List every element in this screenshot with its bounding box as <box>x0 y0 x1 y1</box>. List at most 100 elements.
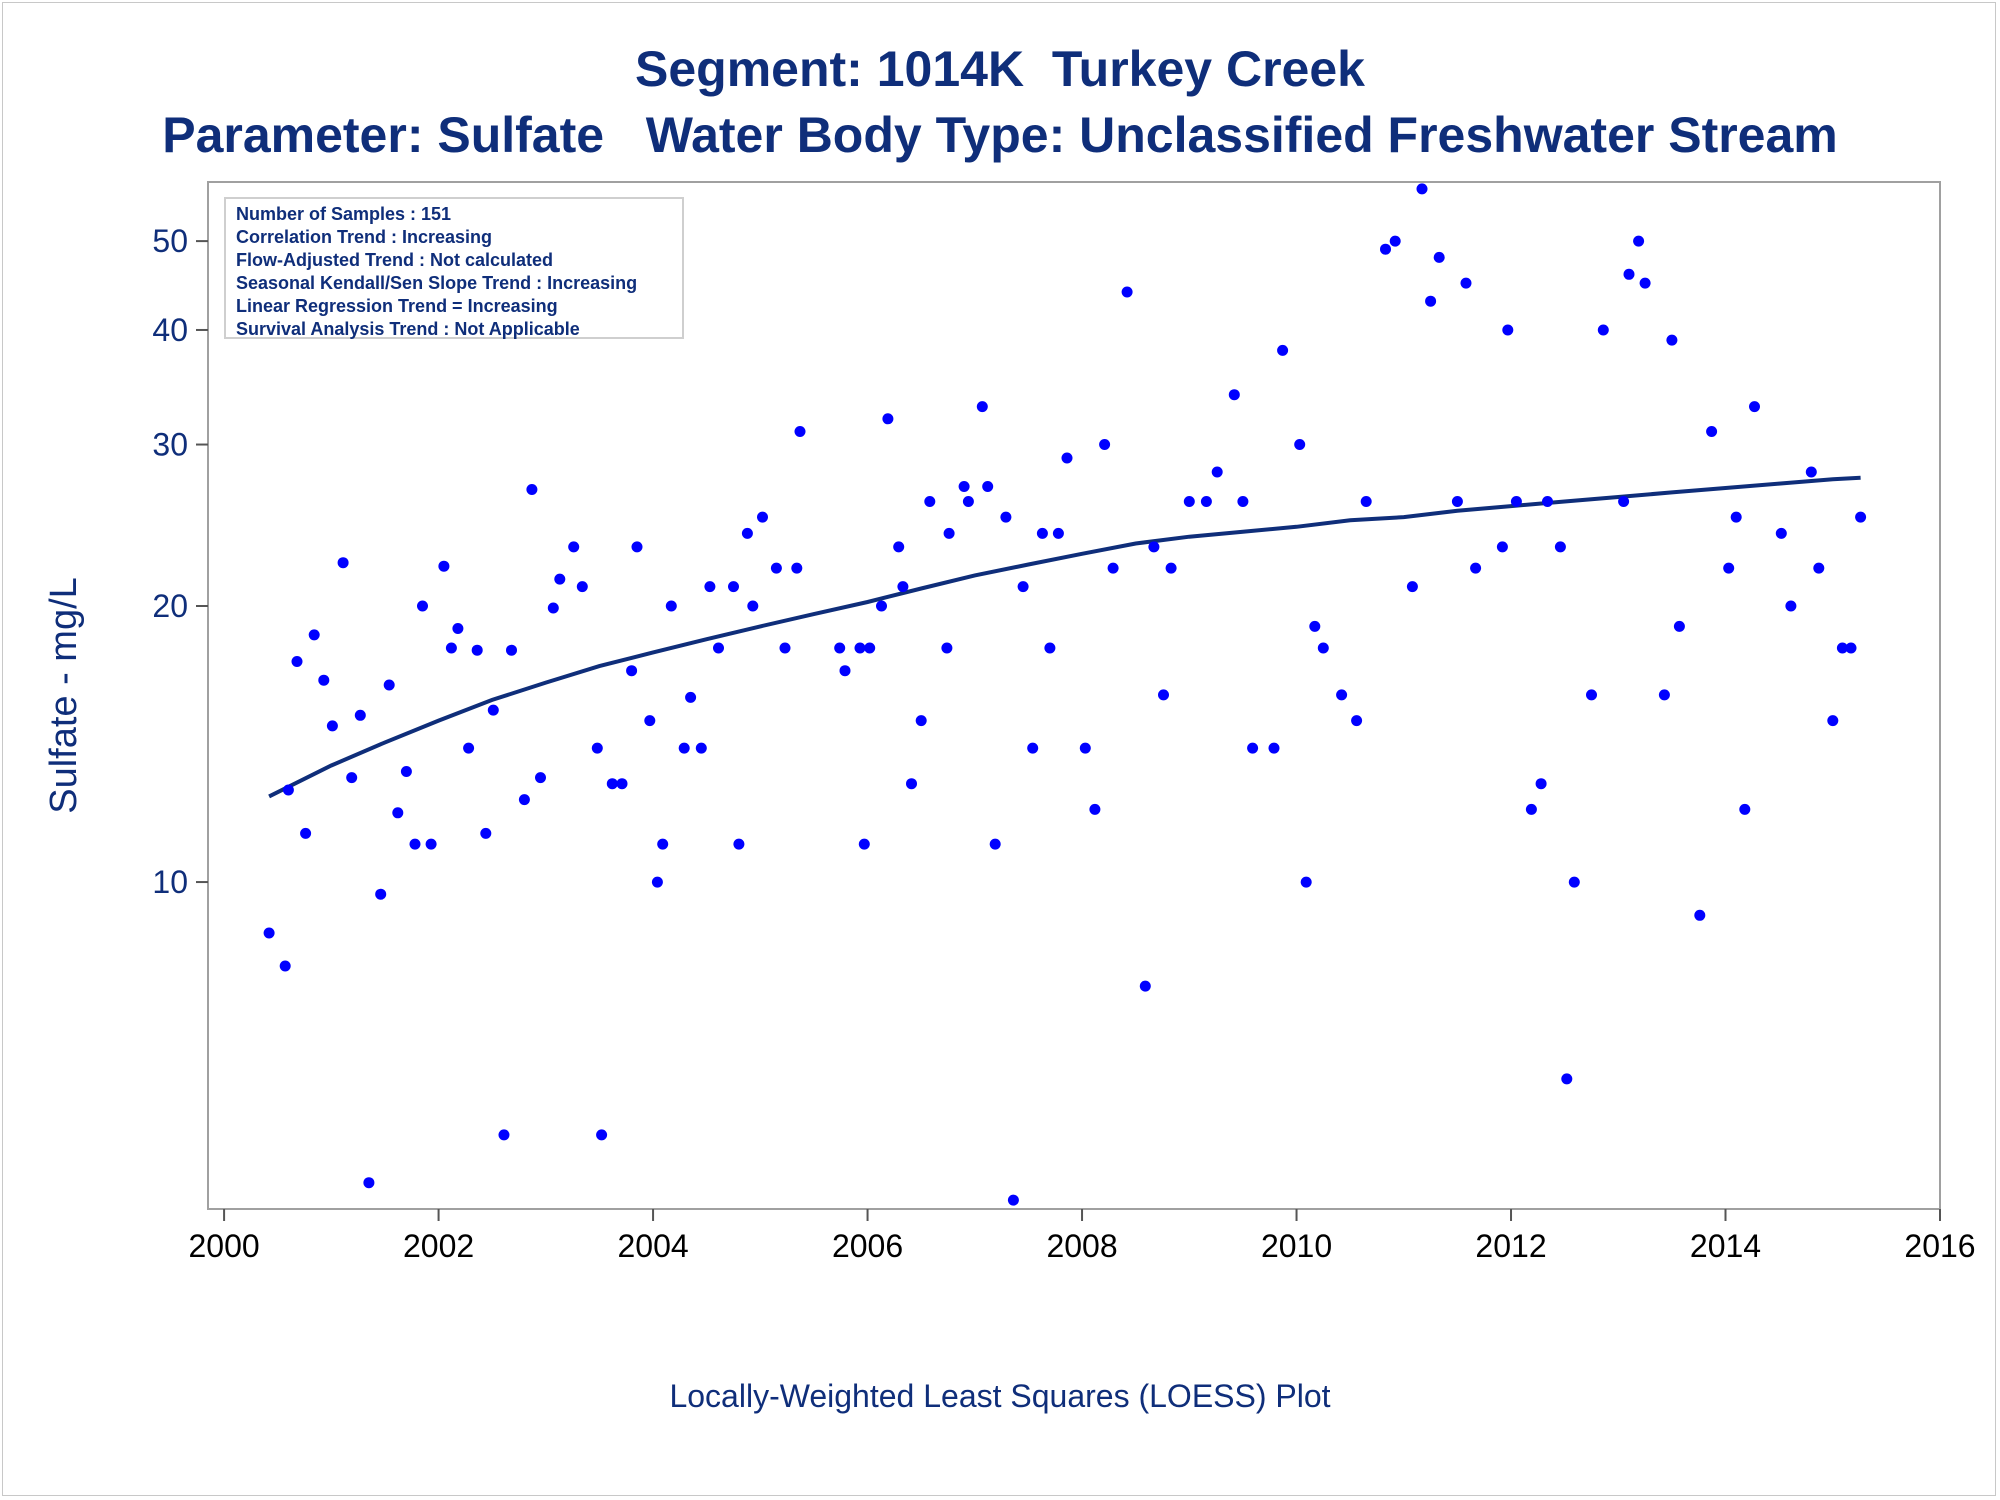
x-tick-label: 2014 <box>1690 1228 1761 1264</box>
data-point <box>498 1129 510 1141</box>
data-point <box>733 838 745 850</box>
y-tick-label: 40 <box>152 312 188 348</box>
data-point <box>354 709 366 721</box>
data-point <box>1618 496 1630 507</box>
data-point <box>1623 268 1635 280</box>
data-point <box>318 674 330 686</box>
data-point <box>791 562 803 574</box>
data-point <box>1633 235 1645 247</box>
data-point <box>713 642 724 654</box>
data-point <box>1836 642 1848 654</box>
x-tick-label: 2006 <box>832 1228 903 1264</box>
data-point <box>794 426 806 437</box>
data-point <box>1027 742 1039 754</box>
data-point <box>1739 803 1751 815</box>
data-point <box>976 401 988 413</box>
data-point <box>400 766 412 777</box>
data-point <box>591 742 603 754</box>
data-point <box>1416 183 1428 195</box>
data-point <box>547 602 559 614</box>
stat-seasonal-kendall-trend: Seasonal Kendall/Sen Slope Trend : Incre… <box>236 273 638 293</box>
x-tick-label: 2016 <box>1904 1228 1975 1264</box>
x-tick-label: 2004 <box>617 1228 688 1264</box>
data-point <box>1389 235 1401 247</box>
stat-linear-regression-trend: Linear Regression Trend = Increasing <box>236 296 558 316</box>
data-point <box>678 742 690 754</box>
data-point <box>876 600 887 612</box>
data-point <box>1309 620 1321 632</box>
data-point <box>535 772 546 784</box>
y-axis-label: Sulfate - mg/L <box>43 577 85 814</box>
data-point <box>958 481 970 492</box>
data-point <box>279 960 291 972</box>
data-point <box>445 642 457 654</box>
data-point <box>1805 466 1817 478</box>
data-point <box>626 665 638 677</box>
y-tick-label: 20 <box>152 588 188 624</box>
data-point <box>1061 452 1073 464</box>
x-tick-label: 2000 <box>188 1228 259 1264</box>
data-point <box>1658 689 1670 701</box>
data-point <box>1749 401 1760 413</box>
data-point <box>1542 496 1553 507</box>
data-point <box>644 715 656 727</box>
data-point <box>506 644 517 656</box>
data-point <box>1775 527 1787 539</box>
data-point <box>291 656 303 667</box>
data-point <box>300 827 312 839</box>
y-tick-label: 30 <box>152 427 188 463</box>
data-point <box>1139 980 1151 992</box>
data-point <box>1525 803 1537 815</box>
data-point <box>941 642 953 654</box>
data-point <box>518 794 530 806</box>
data-point <box>363 1177 375 1189</box>
data-point <box>1183 496 1195 507</box>
data-point <box>1406 581 1418 593</box>
data-point <box>839 665 851 677</box>
data-point <box>1158 689 1169 701</box>
data-point <box>858 838 870 850</box>
data-point <box>728 581 739 593</box>
data-point <box>1855 511 1867 523</box>
data-point <box>337 557 349 569</box>
data-point <box>631 541 643 553</box>
data-point <box>1380 243 1391 255</box>
data-point <box>1425 295 1437 307</box>
data-point <box>1017 581 1029 593</box>
data-point <box>1228 389 1240 401</box>
data-point <box>1107 562 1119 574</box>
data-point <box>1597 324 1609 336</box>
data-point <box>897 581 909 593</box>
data-point <box>282 784 294 796</box>
data-point <box>452 623 464 634</box>
data-point <box>1000 511 1012 523</box>
data-point <box>616 778 628 790</box>
data-point <box>346 772 358 784</box>
data-point <box>1433 251 1445 263</box>
data-point <box>757 511 768 523</box>
data-point <box>854 642 866 654</box>
data-point <box>606 778 618 790</box>
data-point <box>576 581 588 593</box>
data-point <box>779 642 791 654</box>
data-point <box>596 1129 608 1141</box>
data-point <box>1007 1194 1019 1206</box>
data-point <box>1294 439 1306 450</box>
data-point <box>924 496 936 507</box>
data-point <box>741 527 753 539</box>
data-point <box>1460 277 1472 289</box>
data-point <box>1535 778 1547 790</box>
data-point <box>308 629 320 641</box>
data-point <box>685 691 697 703</box>
chart-footnote: Locally-Weighted Least Squares (LOESS) P… <box>669 1378 1331 1414</box>
data-point <box>1706 426 1718 437</box>
data-point <box>915 715 927 727</box>
data-point <box>1237 496 1249 507</box>
data-point <box>1277 344 1289 356</box>
data-point <box>1554 541 1566 553</box>
data-point <box>695 742 707 754</box>
chart-subtitle: Parameter: Sulfate Water Body Type: Uncl… <box>162 107 1838 163</box>
data-point <box>409 838 421 850</box>
data-point <box>1510 496 1522 507</box>
